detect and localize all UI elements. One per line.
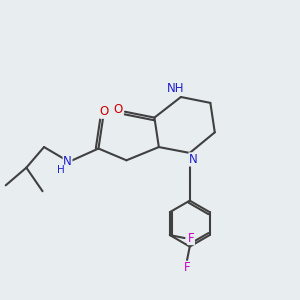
Text: F: F xyxy=(184,261,190,274)
Text: H: H xyxy=(57,165,65,175)
Text: N: N xyxy=(63,155,72,168)
Text: N: N xyxy=(189,153,198,166)
Text: O: O xyxy=(100,105,109,118)
Text: O: O xyxy=(114,103,123,116)
Text: NH: NH xyxy=(167,82,184,95)
Text: F: F xyxy=(188,232,194,244)
